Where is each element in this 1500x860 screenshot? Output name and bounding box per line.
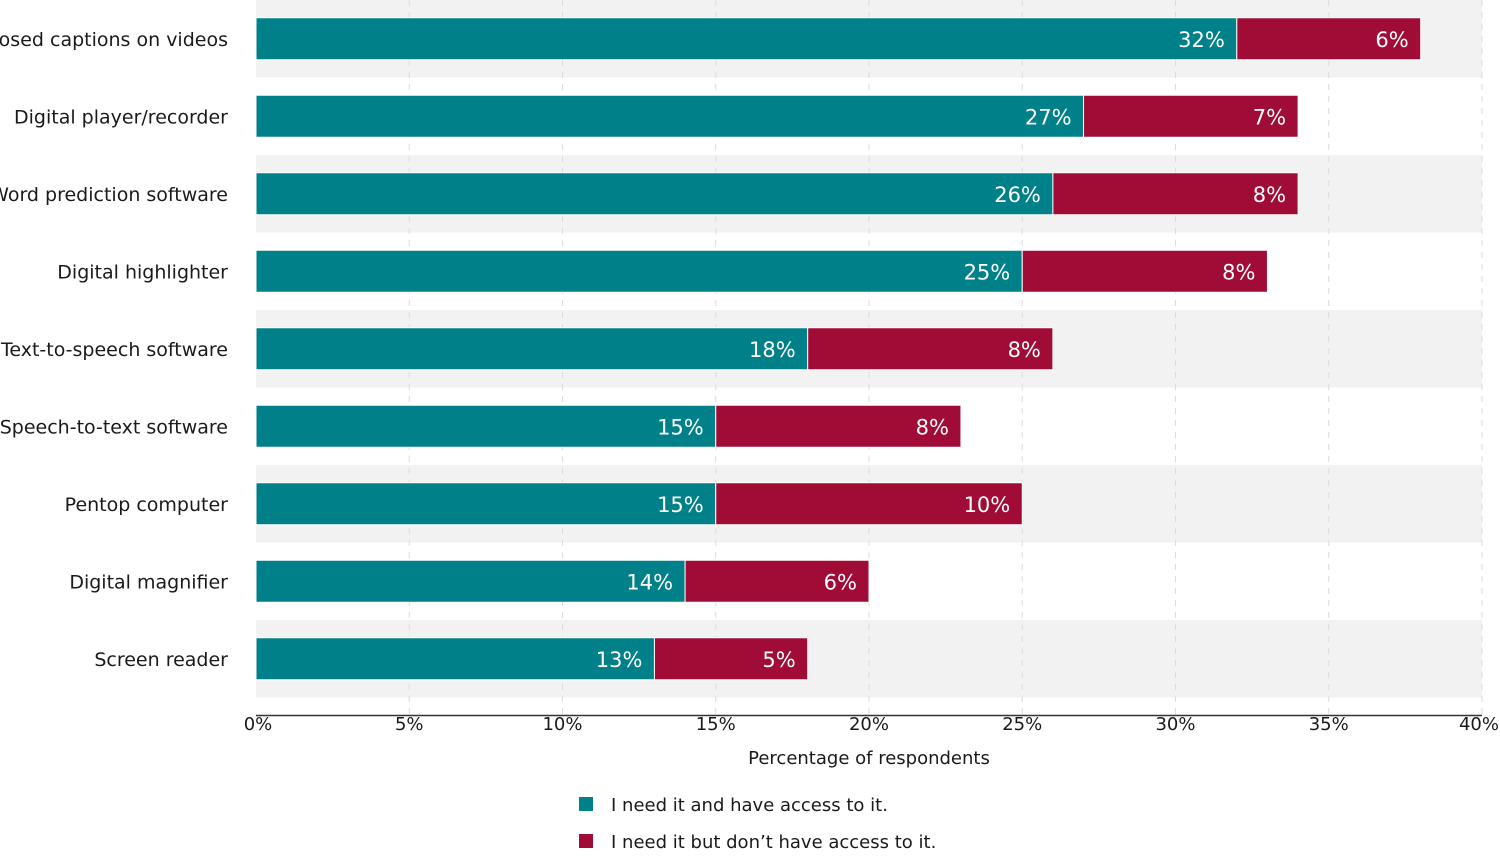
bar-label-digital-magnifier-series-0: 14% <box>626 570 673 594</box>
category-label-pentop-computer: Pentop computer <box>65 494 229 516</box>
bar-digital-player-recorder-series-0 <box>255 94 1085 138</box>
bar-closed-captions-on-videos-series-1 <box>1236 17 1422 61</box>
bar-digital-player-recorder-series-1 <box>1083 94 1299 138</box>
bar-label-digital-highlighter-series-1: 8% <box>1222 260 1255 284</box>
bar-digital-highlighter-series-1 <box>1021 249 1268 293</box>
category-label-screen-reader: Screen reader <box>94 649 228 671</box>
bar-label-closed-captions-on-videos-series-0: 32% <box>1178 28 1225 52</box>
bar-digital-highlighter-series-0 <box>255 249 1023 293</box>
x-tick-labels: 0% 5% 10% 15% 20% 25% 30% 35% 40% <box>244 714 1499 735</box>
bar-speech-to-text-software-series-0 <box>255 404 717 448</box>
x-tick-label-0: 0% <box>244 714 273 735</box>
bar-label-pentop-computer-series-0: 15% <box>657 493 704 517</box>
bars: 32% 6% 27% 7% 26% 8% 25% 8% 18% 8% 15% 8% 15% 10% 14% 6… <box>255 17 1422 681</box>
x-tick-label-25: 25% <box>1002 714 1042 735</box>
bar-label-digital-magnifier-series-1: 6% <box>824 570 857 594</box>
bar-label-digital-highlighter-series-0: 25% <box>964 260 1011 284</box>
bar-pentop-computer-series-1 <box>715 482 1023 526</box>
legend-label-no-access: I need it but don’t have access to it. <box>611 832 936 853</box>
x-tick-label-20: 20% <box>849 714 889 735</box>
category-label-word-prediction-software: Word prediction software <box>0 184 228 206</box>
bar-label-pentop-computer-series-1: 10% <box>964 493 1011 517</box>
bar-word-prediction-software-series-1 <box>1052 172 1299 216</box>
bar-label-speech-to-text-software-series-0: 15% <box>657 415 704 439</box>
bar-pentop-computer-series-0 <box>255 482 717 526</box>
legend: I need it and have access to it. I need … <box>579 795 936 853</box>
x-tick-label-5: 5% <box>395 714 424 735</box>
bar-digital-magnifier-series-0 <box>255 559 686 603</box>
x-tick-label-40: 40% <box>1459 714 1499 735</box>
category-label-closed-captions-on-videos: Closed captions on videos <box>0 29 228 51</box>
bar-label-screen-reader-series-1: 5% <box>762 648 795 672</box>
category-label-speech-to-text-software: Speech-to-text software <box>0 416 228 438</box>
bar-label-word-prediction-software-series-1: 8% <box>1253 183 1286 207</box>
category-label-digital-highlighter: Digital highlighter <box>57 261 228 283</box>
bar-label-speech-to-text-software-series-1: 8% <box>916 415 949 439</box>
bar-label-digital-player-recorder-series-1: 7% <box>1253 105 1286 129</box>
legend-label-have-access: I need it and have access to it. <box>611 795 888 816</box>
x-axis-title: Percentage of respondents <box>748 748 990 769</box>
bar-label-digital-player-recorder-series-0: 27% <box>1025 105 1072 129</box>
bar-text-to-speech-software-series-0 <box>255 327 809 371</box>
x-tick-label-35: 35% <box>1309 714 1349 735</box>
bar-label-word-prediction-software-series-0: 26% <box>994 183 1041 207</box>
bar-digital-magnifier-series-1 <box>684 559 870 603</box>
bar-word-prediction-software-series-0 <box>255 172 1054 216</box>
bar-closed-captions-on-videos-series-0 <box>255 17 1238 61</box>
bar-label-screen-reader-series-0: 13% <box>596 648 643 672</box>
bar-text-to-speech-software-series-1 <box>807 327 1054 371</box>
x-tick-label-30: 30% <box>1155 714 1195 735</box>
category-label-digital-player-recorder: Digital player/recorder <box>14 106 228 128</box>
bar-label-text-to-speech-software-series-1: 8% <box>1008 338 1041 362</box>
category-label-digital-magnifier: Digital magnifier <box>69 571 228 593</box>
bar-screen-reader-series-1 <box>653 637 809 681</box>
bar-label-text-to-speech-software-series-0: 18% <box>749 338 796 362</box>
bar-screen-reader-series-0 <box>255 637 655 681</box>
legend-swatch-have-access <box>579 797 593 811</box>
bar-speech-to-text-software-series-1 <box>715 404 962 448</box>
category-labels: Closed captions on videos Digital player/… <box>0 29 228 671</box>
x-tick-label-15: 15% <box>696 714 736 735</box>
legend-swatch-no-access <box>579 834 593 848</box>
x-tick-label-10: 10% <box>542 714 582 735</box>
category-label-text-to-speech-software: Text-to-speech software <box>0 339 228 361</box>
bar-label-closed-captions-on-videos-series-1: 6% <box>1375 28 1408 52</box>
